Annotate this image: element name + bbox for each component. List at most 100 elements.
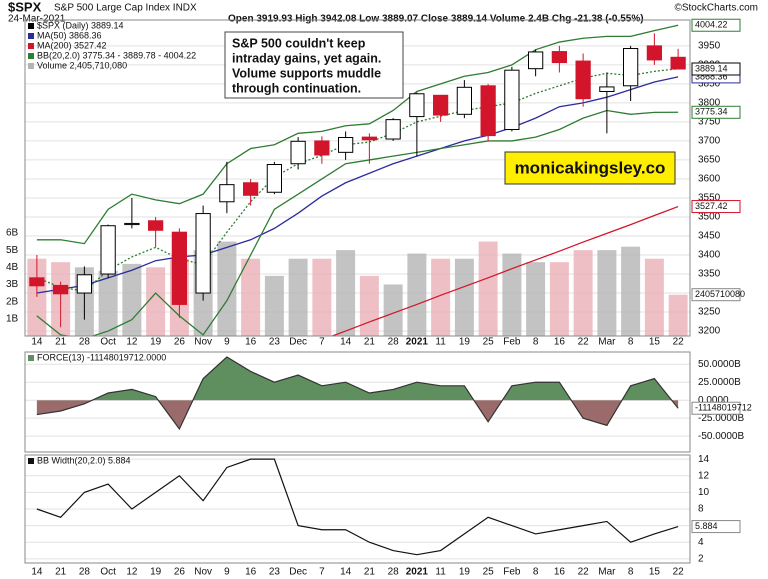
volume-bar: [264, 275, 284, 336]
x-tick-label: Feb: [503, 337, 521, 348]
x-tick-label: 21: [55, 337, 67, 348]
volume-bar: [644, 258, 664, 336]
legend-label: MA(200) 3527.42: [37, 40, 107, 50]
candle-body: [100, 225, 116, 275]
x-tick-label: 8: [628, 567, 634, 578]
x-tick-label: 28: [79, 337, 91, 348]
x-tick-label: 25: [483, 567, 495, 578]
x-tick-label: Dec: [289, 567, 307, 578]
y2-tick-label: 1B: [6, 313, 19, 324]
volume-bar: [359, 275, 379, 336]
last-value-label: 2405710080: [695, 289, 745, 299]
annotation-text: intraday gains, yet again.: [232, 51, 381, 65]
volume-bar: [383, 284, 403, 336]
x-tick-label: Mar: [598, 337, 616, 348]
volume-bar: [312, 258, 332, 336]
panel-plot: [25, 24, 690, 336]
y-tick-label: 3400: [698, 250, 721, 261]
last-value-label: 5.884: [695, 521, 718, 531]
subtitle: S&P 500 Large Cap Index INDX: [54, 3, 197, 14]
x-tick-label: Feb: [503, 567, 521, 578]
x-tick-label: Dec: [289, 337, 307, 348]
panel-frame: [24, 19, 691, 337]
x-tick-label: 23: [269, 567, 281, 578]
x-tick-label: 21: [364, 337, 376, 348]
last-value-label: 3775.34: [695, 107, 728, 117]
candle-body: [433, 94, 449, 116]
y-tick-label: 3750: [698, 117, 721, 128]
volume-bar: [621, 246, 641, 336]
x-tick-label: 19: [459, 567, 471, 578]
volume-bar: [288, 258, 308, 336]
volume-bar: [597, 250, 617, 336]
y-tick-label: -25.0000B: [698, 413, 744, 424]
x-tick-label: 21: [364, 567, 376, 578]
candle-body: [53, 284, 69, 295]
volume-bar: [217, 241, 237, 336]
last-value-label: 3868.36: [695, 71, 728, 81]
legend-swatch: [28, 63, 34, 69]
last-value-label: 3889.14: [695, 63, 728, 73]
candle-body: [623, 48, 639, 87]
volume-bar: [407, 253, 427, 336]
y2-tick-label: 6B: [6, 228, 19, 239]
indicator-line: [36, 24, 679, 245]
y-tick-label: -50.0000B: [698, 431, 744, 442]
indicator-line: [36, 109, 679, 336]
last-value-label: -11148019712: [695, 403, 752, 413]
volume-bar: [146, 267, 166, 336]
x-tick-label: 22: [673, 337, 685, 348]
candle-body: [266, 164, 282, 193]
volume-bar: [549, 262, 569, 336]
panel-frame: [24, 351, 691, 453]
title: $SPX: [8, 0, 42, 14]
volume-bar: [98, 270, 118, 336]
y-tick-label: 3550: [698, 193, 721, 204]
y-tick-label: 3650: [698, 155, 721, 166]
x-tick-label: 14: [31, 337, 43, 348]
y-tick-label: 3350: [698, 269, 721, 280]
y-tick-label: 0.0000: [698, 395, 729, 406]
series-line: [36, 356, 679, 431]
candle-body: [409, 93, 425, 118]
volume-bar: [478, 241, 498, 336]
x-tick-label: 22: [578, 337, 590, 348]
x-tick-label: 16: [554, 337, 566, 348]
candle-body: [551, 51, 567, 64]
x-tick-label: 7: [319, 567, 325, 578]
legend-label: $SPX (Daily) 3889.14: [37, 20, 124, 30]
candle-body: [243, 182, 259, 196]
x-tick-label: 7: [319, 337, 325, 348]
volume-bar: [454, 258, 474, 336]
candle-body: [480, 85, 496, 137]
x-tick-label: 21: [55, 567, 67, 578]
x-tick-label: 12: [126, 337, 138, 348]
candle-body: [670, 56, 686, 70]
candle-body: [504, 69, 520, 131]
x-tick-label: 28: [79, 567, 91, 578]
date: 24-Mar-2021: [8, 14, 66, 25]
legend-swatch: [28, 33, 34, 39]
x-tick-label: 28: [388, 337, 400, 348]
candle-body: [646, 45, 662, 61]
y-tick-label: 10: [698, 487, 710, 498]
area-positive: [36, 357, 679, 401]
volume-bar: [502, 253, 522, 336]
x-tick-label: Nov: [194, 567, 212, 578]
x-tick-label: Oct: [100, 567, 116, 578]
y-tick-label: 3850: [698, 79, 721, 90]
y-tick-label: 3600: [698, 174, 721, 185]
x-tick-label: Nov: [194, 337, 212, 348]
y-tick-label: 8: [698, 504, 704, 515]
volume-bar: [668, 294, 688, 336]
last-value-box: [691, 401, 741, 415]
quote: Open 3919.93 High 3942.08 Low 3889.07 Cl…: [228, 14, 644, 25]
panel-frame: [24, 454, 691, 564]
last-value-label: 4004.22: [695, 20, 728, 30]
candle-body: [575, 60, 591, 100]
candle-body: [599, 86, 615, 92]
volume-bar: [431, 258, 451, 336]
volume-bar: [122, 263, 142, 336]
x-tick-label: 28: [388, 567, 400, 578]
